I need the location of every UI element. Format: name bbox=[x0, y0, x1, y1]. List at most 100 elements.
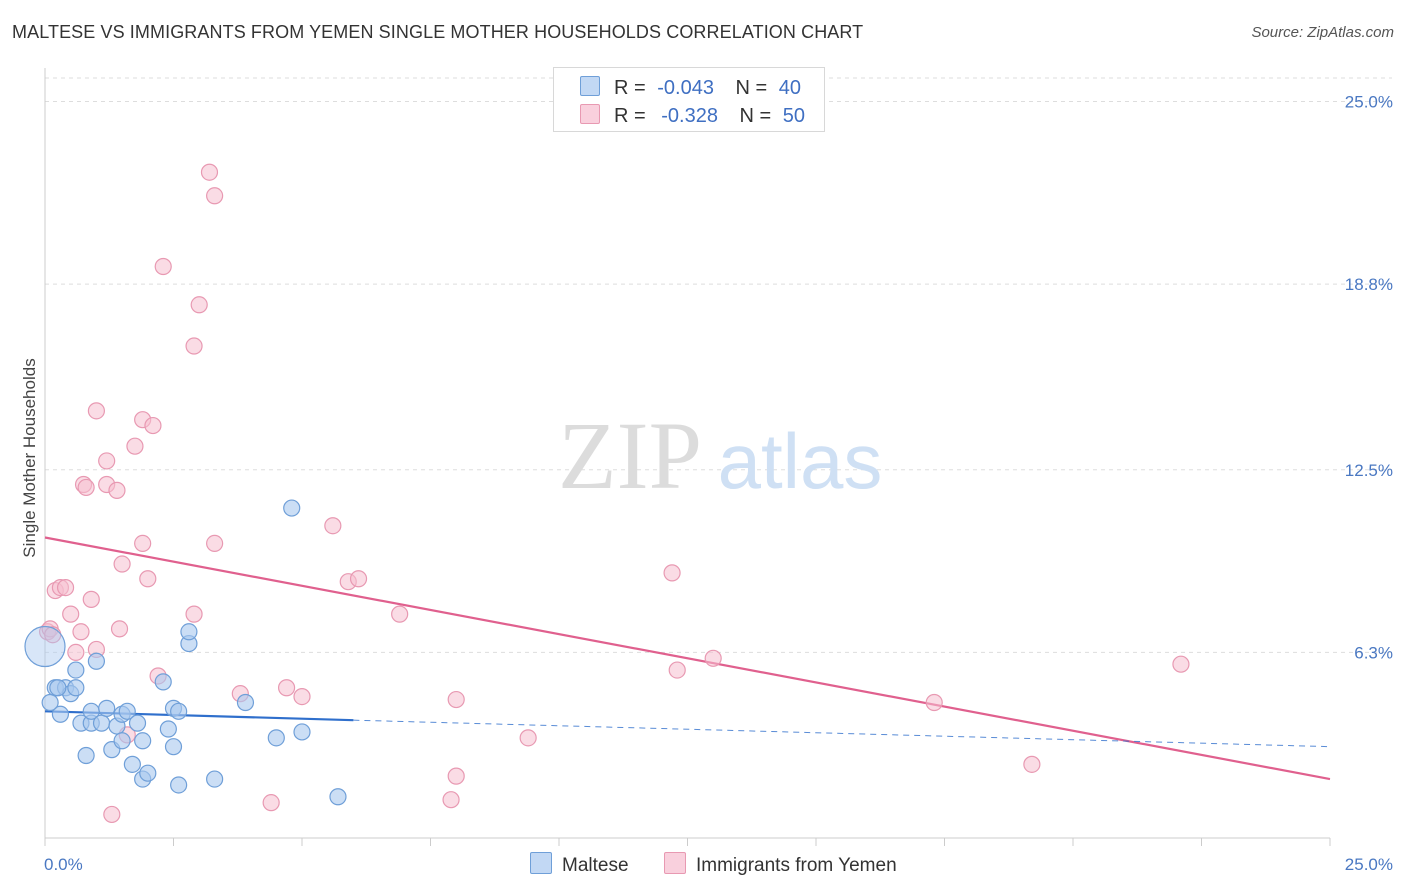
maltese-point bbox=[283, 499, 301, 517]
yemen-point bbox=[185, 605, 203, 623]
yemen-point bbox=[185, 337, 203, 355]
yemen-point bbox=[206, 187, 224, 205]
yemen-point bbox=[139, 570, 157, 588]
yemen-point bbox=[87, 402, 106, 420]
trend-line-maltese-extension bbox=[353, 719, 1331, 748]
series-label-yemen: Immigrants from Yemen bbox=[696, 855, 897, 876]
yemen-point bbox=[108, 481, 126, 499]
maltese-point bbox=[267, 729, 285, 747]
yemen-point bbox=[72, 623, 90, 641]
maltese-point bbox=[77, 746, 95, 765]
maltese-point bbox=[24, 625, 66, 668]
series-label-maltese: Maltese bbox=[562, 855, 629, 876]
y-tick-label: 12.5% bbox=[1345, 461, 1393, 480]
yemen-point bbox=[663, 564, 681, 582]
yemen-point bbox=[103, 805, 121, 824]
axes bbox=[44, 68, 1331, 846]
yemen-point bbox=[110, 620, 129, 638]
maltese-point bbox=[67, 679, 85, 697]
yemen-point bbox=[62, 605, 80, 623]
maltese-points bbox=[24, 499, 347, 806]
maltese-point bbox=[206, 770, 224, 788]
y-tick-label: 25.0% bbox=[1345, 93, 1393, 112]
legend-r-value: -0.043 bbox=[657, 77, 714, 99]
series-swatch-yemen bbox=[664, 852, 686, 874]
source-label: Source: ZipAtlas.com bbox=[1251, 24, 1394, 41]
yemen-point bbox=[126, 437, 144, 455]
maltese-point bbox=[92, 714, 111, 732]
maltese-point bbox=[180, 623, 198, 641]
maltese-point bbox=[236, 693, 255, 712]
x-tick-label-min: 0.0% bbox=[44, 855, 83, 874]
maltese-point bbox=[51, 705, 70, 723]
legend-n-label: N = bbox=[735, 77, 768, 99]
yemen-point bbox=[206, 534, 224, 553]
legend-n-value: 40 bbox=[778, 77, 802, 99]
yemen-point bbox=[67, 643, 85, 662]
maltese-point bbox=[159, 720, 177, 738]
watermark-atlas: atlas bbox=[718, 417, 883, 505]
yemen-point bbox=[277, 679, 296, 697]
yemen-points bbox=[38, 163, 1190, 824]
chart-title: MALTESE VS IMMIGRANTS FROM YEMEN SINGLE … bbox=[12, 22, 864, 42]
yemen-point bbox=[704, 649, 722, 667]
series-legend-yemen: Immigrants from Yemen bbox=[664, 852, 897, 877]
legend-r-label: R = bbox=[614, 77, 646, 99]
y-axis-label: Single Mother Households bbox=[20, 358, 39, 557]
yemen-point bbox=[200, 163, 219, 181]
maltese-point bbox=[329, 788, 347, 806]
yemen-point bbox=[1023, 755, 1041, 773]
yemen-point bbox=[144, 416, 162, 435]
grid-lines bbox=[45, 77, 1392, 653]
y-tick-label: 6.3% bbox=[1354, 643, 1393, 662]
yemen-point bbox=[154, 257, 172, 276]
yemen-point bbox=[113, 555, 131, 573]
legend-row-maltese: R = -0.043 N = 40 bbox=[580, 76, 801, 100]
x-tick-label-max: 25.0% bbox=[1345, 855, 1393, 874]
yemen-point bbox=[668, 661, 686, 679]
maltese-point bbox=[98, 699, 116, 717]
series-legend-maltese: Maltese bbox=[530, 852, 629, 877]
yemen-point bbox=[391, 605, 409, 623]
maltese-point bbox=[128, 714, 147, 732]
yemen-point bbox=[98, 452, 116, 470]
maltese-point bbox=[49, 679, 67, 697]
maltese-point bbox=[170, 776, 188, 794]
trend-line-yemen bbox=[44, 536, 1331, 781]
y-tick-labels: 6.3% 12.5% 18.8% 25.0% bbox=[1345, 93, 1393, 663]
maltese-point bbox=[67, 661, 85, 679]
y-tick-label: 18.8% bbox=[1345, 275, 1393, 294]
legend-r-value: -0.328 bbox=[661, 105, 718, 127]
yemen-point bbox=[442, 791, 460, 809]
legend-r-label: R = bbox=[614, 105, 646, 127]
legend-swatch-maltese bbox=[580, 76, 600, 96]
yemen-point bbox=[447, 690, 465, 709]
maltese-point bbox=[113, 732, 131, 750]
maltese-point bbox=[170, 702, 188, 720]
legend-row-yemen: R = -0.328 N = 50 bbox=[580, 104, 805, 128]
maltese-point bbox=[123, 755, 141, 773]
watermark-zip: ZIP bbox=[558, 402, 702, 509]
yemen-point bbox=[293, 687, 311, 706]
yemen-point bbox=[262, 794, 280, 812]
legend-n-label: N = bbox=[739, 105, 772, 127]
yemen-point bbox=[77, 478, 95, 497]
maltese-point bbox=[154, 673, 172, 691]
yemen-point bbox=[324, 517, 342, 535]
yemen-point bbox=[519, 729, 537, 747]
legend-n-value: 50 bbox=[782, 105, 806, 127]
yemen-point bbox=[349, 570, 368, 588]
yemen-point bbox=[1172, 655, 1190, 673]
stats-legend: R = -0.043 N = 40 R = -0.328 N = 50 bbox=[553, 67, 825, 132]
series-swatch-maltese bbox=[530, 852, 552, 874]
maltese-point bbox=[87, 652, 106, 670]
maltese-point bbox=[118, 702, 136, 720]
yemen-point bbox=[82, 590, 100, 608]
maltese-point bbox=[139, 764, 157, 782]
yemen-point bbox=[925, 693, 943, 712]
yemen-point bbox=[134, 534, 152, 553]
maltese-point bbox=[134, 732, 152, 750]
trend-lines bbox=[44, 536, 1331, 781]
maltese-point bbox=[293, 723, 311, 741]
